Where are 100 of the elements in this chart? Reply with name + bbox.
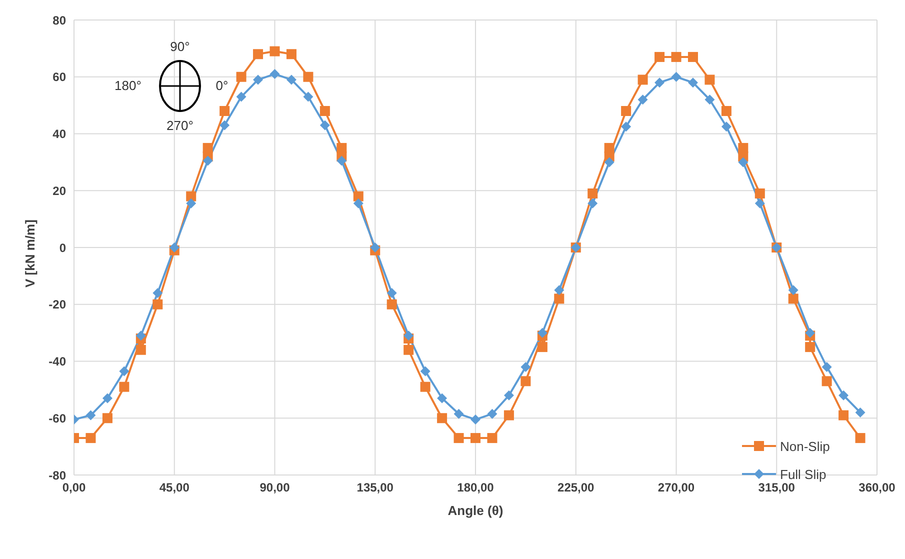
- x-tick-label: 0,00: [62, 480, 86, 495]
- y-tick-label: -40: [48, 354, 66, 369]
- point: [738, 157, 748, 168]
- point: [186, 191, 196, 202]
- y-tick-label: 40: [52, 127, 66, 142]
- point: [504, 410, 514, 420]
- point: [437, 393, 448, 404]
- annotation: 0°: [214, 78, 230, 93]
- point: [220, 106, 230, 116]
- point: [721, 106, 732, 116]
- point: [353, 198, 364, 208]
- point: [236, 72, 246, 82]
- point: [404, 344, 414, 355]
- point: [838, 390, 849, 400]
- x-tick-label: 180,00: [457, 480, 494, 495]
- point: [353, 191, 364, 202]
- point: [537, 342, 548, 352]
- point: [487, 408, 498, 419]
- point: [470, 433, 480, 444]
- annotation: 180°: [114, 78, 142, 93]
- point: [805, 328, 816, 338]
- y-tick-label: -60: [48, 411, 66, 426]
- point: [822, 376, 832, 386]
- point: [805, 342, 816, 352]
- point: [236, 92, 246, 102]
- point: [420, 366, 430, 376]
- legend-label: Full Slip: [780, 466, 826, 482]
- point: [822, 362, 832, 372]
- point: [169, 242, 180, 252]
- point: [704, 74, 715, 85]
- x-tick-label: 45,00: [159, 480, 190, 495]
- point: [320, 120, 330, 130]
- y-tick-label: 60: [52, 70, 66, 84]
- point: [604, 157, 614, 168]
- point: [286, 49, 296, 60]
- point: [253, 74, 264, 85]
- point: [688, 52, 698, 62]
- y-tick-label: -20: [48, 298, 66, 312]
- point: [487, 433, 498, 444]
- point: [386, 299, 397, 310]
- point: [253, 49, 264, 60]
- point: [788, 294, 798, 304]
- point: [537, 328, 548, 338]
- x-tick-label: 360,00: [858, 480, 896, 495]
- point: [588, 188, 598, 198]
- point: [303, 92, 314, 102]
- y-tick-label: -80: [48, 468, 66, 482]
- point: [621, 122, 632, 132]
- point: [286, 74, 296, 85]
- point: [454, 408, 464, 419]
- point: [202, 156, 213, 166]
- y-tick-label: 80: [52, 13, 66, 28]
- point: [520, 376, 531, 386]
- point: [855, 433, 866, 444]
- point: [654, 52, 665, 62]
- x-tick-label: 270,00: [658, 480, 695, 495]
- point: [220, 120, 230, 130]
- point: [136, 344, 146, 355]
- point: [152, 299, 163, 310]
- point: [454, 433, 464, 444]
- point: [420, 382, 430, 392]
- x-tick-label: 135,00: [356, 480, 394, 495]
- point: [621, 106, 632, 116]
- point: [370, 242, 380, 252]
- point: [86, 433, 96, 444]
- annotation: 270°: [166, 118, 194, 133]
- point: [102, 393, 112, 404]
- point: [336, 156, 347, 166]
- point: [320, 106, 330, 116]
- point: [86, 410, 96, 420]
- point: [638, 94, 648, 105]
- x-axis-title: Angle (θ): [448, 503, 504, 518]
- point: [186, 198, 196, 208]
- x-tick-label: 225,00: [558, 480, 595, 495]
- point: [470, 414, 480, 425]
- x-tick-label: 315,00: [758, 480, 796, 495]
- x-tick-label: 90,00: [260, 480, 290, 495]
- point: [504, 390, 514, 400]
- point: [303, 72, 314, 82]
- point: [654, 78, 665, 88]
- point: [520, 362, 531, 372]
- point: [119, 366, 130, 376]
- point: [754, 198, 765, 208]
- point: [437, 413, 448, 424]
- point: [704, 94, 715, 105]
- annotation: 90°: [169, 39, 191, 54]
- point: [136, 330, 146, 341]
- point: [855, 407, 866, 418]
- point: [688, 78, 698, 88]
- point: [754, 188, 765, 198]
- point: [671, 72, 682, 82]
- point: [638, 74, 648, 85]
- point: [671, 52, 682, 62]
- point: [270, 46, 280, 56]
- point: [588, 198, 598, 208]
- point: [386, 288, 397, 298]
- point: [838, 410, 849, 420]
- point: [102, 413, 112, 424]
- point: [119, 382, 130, 392]
- y-tick-label: 0: [59, 240, 66, 255]
